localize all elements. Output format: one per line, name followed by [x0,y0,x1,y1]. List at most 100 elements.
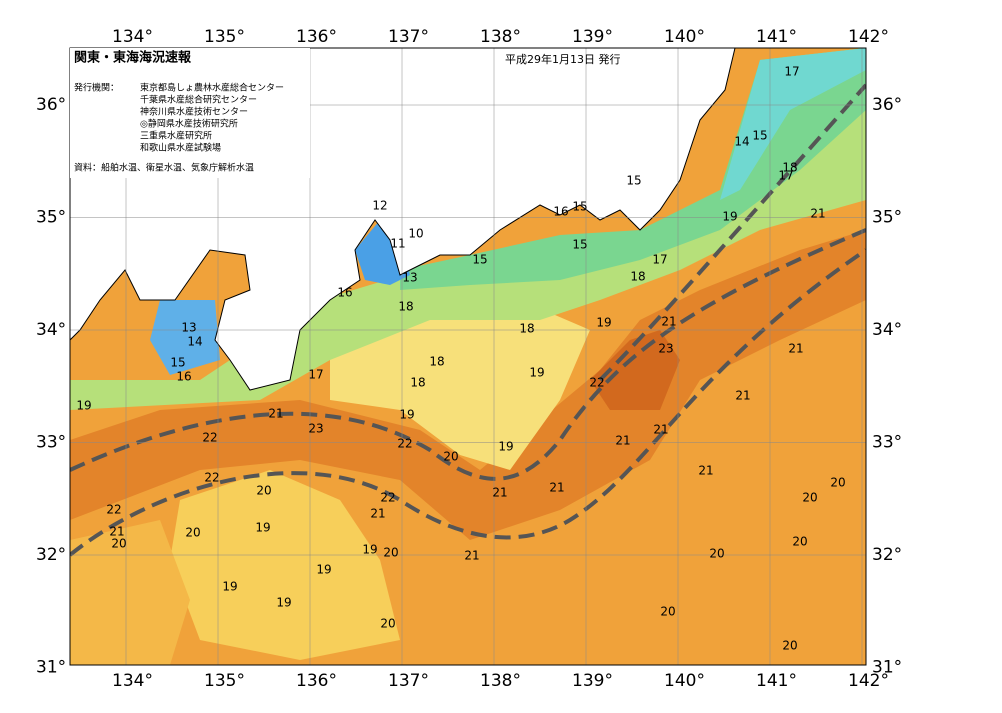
contour-label: 21 [788,342,803,356]
contour-label: 18 [398,300,413,314]
contour-label: 19 [255,521,270,535]
lon-label: 135° [204,671,245,691]
issuer: 神奈川県水産技術センター [140,106,248,118]
contour-label: 19 [529,366,544,380]
contour-label: 19 [596,316,611,330]
issuer: 三重県水産研究所 [140,130,212,142]
contour-label: 21 [549,481,564,495]
contour-label: 21 [698,464,713,478]
lat-label: 31° [872,658,902,678]
lat-label: 32° [872,545,902,565]
lat-label: 33° [872,433,902,453]
issuer: ◎静岡県水産技術研究所 [140,118,238,130]
lon-label: 135° [204,27,245,47]
contour-label: 15 [472,253,487,267]
contour-label: 13 [181,321,196,335]
lat-label: 31° [36,658,66,678]
contour-label: 16 [176,370,191,384]
lat-label: 32° [36,545,66,565]
contour-label: 21 [810,207,825,221]
contour-label: 20 [185,526,200,540]
source: 資料：船舶水温、衛星水温、気象庁解析水温 [74,162,254,174]
contour-label: 18 [782,161,797,175]
lon-label: 138° [480,27,521,47]
contour-label: 19 [276,596,291,610]
lon-label: 142° [848,27,889,47]
contour-label: 18 [630,270,645,284]
issue-date: 平成29年1月13日 発行 [505,52,621,66]
contour-label: 22 [204,471,219,485]
contour-label: 23 [308,422,323,436]
lon-label: 136° [296,671,337,691]
contour-label: 17 [308,368,323,382]
contour-label: 22 [202,431,217,445]
contour-label: 21 [109,525,124,539]
contour-label: 20 [660,605,675,619]
contour-label: 20 [830,476,845,490]
contour-label: 22 [380,491,395,505]
contour-label: 14 [734,135,749,149]
contour-label: 11 [390,237,405,251]
contour-label: 19 [498,440,513,454]
contour-label: 10 [408,227,423,241]
lon-label: 134° [112,27,153,47]
contour-label: 19 [722,210,737,224]
lat-label: 36° [36,95,66,115]
sst-field [70,48,866,665]
issuer: 和歌山県水産試験場 [140,142,221,154]
contour-label: 16 [553,205,568,219]
lon-label: 141° [756,27,797,47]
contour-label: 19 [362,543,377,557]
lon-label: 139° [572,27,613,47]
contour-label: 21 [615,434,630,448]
title: 関東・東海海況速報 [74,50,192,66]
contour-label: 20 [256,484,271,498]
contour-label: 19 [76,399,91,413]
contour-label: 17 [652,253,667,267]
contour-label: 17 [778,169,793,183]
contour-label: 12 [372,199,387,213]
lat-label: 33° [36,433,66,453]
lat-label: 34° [36,320,66,340]
contour-label: 20 [709,547,724,561]
contour-label: 14 [187,335,202,349]
contour-label: 20 [111,537,126,551]
lon-label: 137° [388,27,429,47]
contour-label: 21 [370,507,385,521]
contour-label: 18 [410,376,425,390]
lon-label: 138° [480,671,521,691]
contour-label: 16 [337,286,352,300]
lat-label: 36° [872,95,902,115]
issuer: 東京都島しょ農林水産総合センター [140,82,284,94]
contour-label: 20 [802,491,817,505]
contour-label: 21 [735,389,750,403]
contour-label: 20 [383,546,398,560]
lon-label: 137° [388,671,429,691]
contour-label: 21 [492,486,507,500]
contour-label: 22 [106,503,121,517]
lon-label: 140° [664,671,705,691]
contour-label: 20 [792,535,807,549]
contour-label: 15 [170,356,185,370]
lon-label: 139° [572,671,613,691]
contour-label: 20 [380,617,395,631]
lon-label: 142° [848,671,889,691]
contour-label: 17 [784,65,799,79]
contour-label: 23 [658,342,673,356]
lat-label: 35° [872,208,902,228]
contour-label: 19 [316,563,331,577]
issuer: 千葉県水産総合研究センター [140,94,257,106]
legend-box [70,48,310,178]
map-frame [69,47,867,666]
contour-label: 22 [397,437,412,451]
lon-label: 140° [664,27,705,47]
lat-label: 35° [36,208,66,228]
issuer-label: 発行機関： [74,82,119,94]
lat-label: 34° [872,320,902,340]
contour-label: 20 [443,450,458,464]
contour-label: 15 [752,129,767,143]
contour-label: 21 [268,407,283,421]
contour-label: 15 [572,238,587,252]
contour-label: 15 [572,200,587,214]
